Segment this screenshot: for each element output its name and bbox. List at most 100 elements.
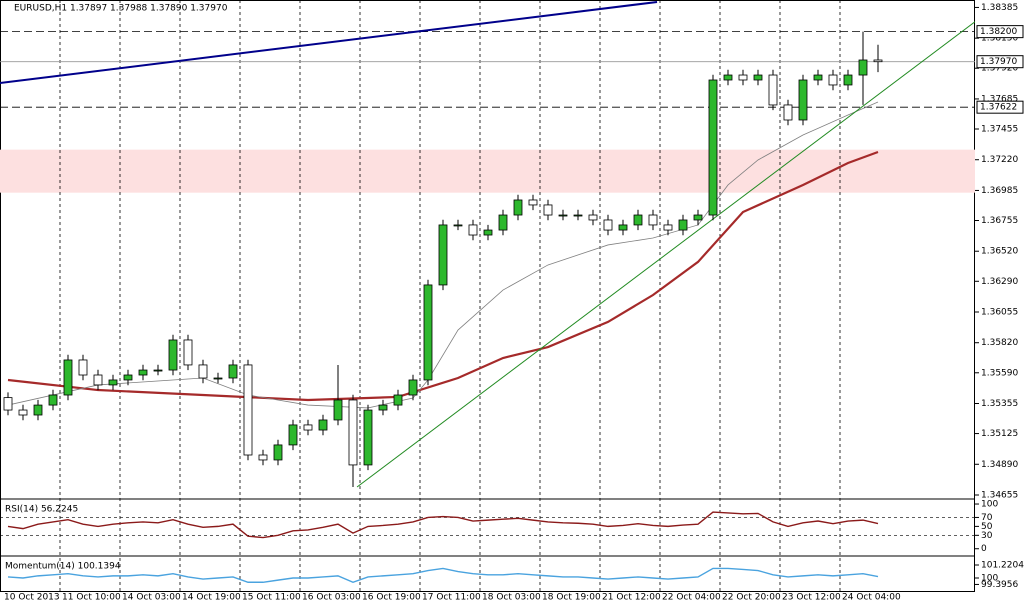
level-tag: [976, 55, 1024, 69]
candle-body: [813, 74, 823, 81]
frame: [0, 0, 975, 592]
y-tick-label: 1.36520: [981, 247, 1018, 257]
candle-body: [408, 379, 418, 396]
zone: [0, 149, 975, 193]
candle-body: [183, 339, 193, 366]
x-tick-label: 22 Oct 20:00: [722, 593, 781, 603]
y-tick-label: 1.37920: [981, 64, 1018, 74]
candle-body: [618, 224, 628, 231]
candle-body: [873, 59, 883, 63]
x-tick-label: 14 Oct 03:00: [122, 593, 181, 603]
candle-body: [18, 409, 28, 416]
candle-body: [393, 394, 403, 406]
y-tick-label: 1.35355: [981, 399, 1018, 409]
indicator-line: [7, 567, 879, 584]
indicator-line: [7, 511, 879, 539]
candle-body: [153, 369, 163, 372]
candle-body: [273, 444, 283, 461]
candle-body: [693, 214, 703, 221]
candle-body: [768, 74, 778, 106]
level-tag: [976, 25, 1024, 39]
candle-body: [348, 399, 358, 466]
candle-body: [468, 224, 478, 236]
candle-body: [303, 424, 313, 431]
y-tick-label: 0: [981, 544, 987, 554]
candle-body: [138, 369, 148, 376]
candle-body: [363, 409, 373, 466]
candle-body: [528, 199, 538, 206]
x-tick-label: 15 Oct 11:00: [242, 593, 301, 603]
y-tick-label: 99.3956: [981, 580, 1018, 590]
y-tick-label: 101.2204: [981, 560, 1024, 570]
x-tick-label: 18 Oct 03:00: [482, 593, 541, 603]
y-tick-label: 1.37455: [981, 125, 1018, 135]
candle-body: [288, 424, 298, 446]
candle-body: [318, 419, 328, 431]
candle-body: [648, 214, 658, 226]
candle-body: [828, 74, 838, 86]
x-tick-label: 11 Oct 10:00: [62, 593, 121, 603]
y-tick-label: 1.36985: [981, 186, 1018, 196]
y-tick-label: 100: [981, 573, 998, 583]
y-tick-label: 1.37220: [981, 155, 1018, 165]
level-tag: [976, 100, 1024, 114]
y-tick-label: 70: [981, 513, 993, 523]
x-tick-label: 23 Oct 12:00: [782, 593, 841, 603]
indicator-line: [356, 21, 975, 488]
y-tick-label: 1.36755: [981, 216, 1018, 226]
candle-body: [378, 404, 388, 411]
chart-title: EURUSD,H1 1.37897 1.37988 1.37890 1.3797…: [14, 4, 228, 14]
candle-body: [333, 399, 343, 421]
candle-body: [63, 359, 73, 396]
candle-body: [78, 359, 88, 376]
momentum-label: Momentum(14) 100.1394: [5, 562, 121, 572]
x-tick-label: 14 Oct 19:00: [182, 593, 241, 603]
candle-body: [438, 224, 448, 286]
y-tick-label: 1.38385: [981, 3, 1018, 13]
y-tick-label: 30: [981, 531, 993, 541]
candle-body: [258, 454, 268, 461]
rsi-label: RSI(14) 56.2245: [5, 505, 78, 515]
candle-body: [498, 214, 508, 231]
indicator-line: [0, 0, 658, 84]
candle-body: [663, 224, 673, 231]
x-tick-label: 16 Oct 19:00: [362, 593, 421, 603]
candle-body: [633, 214, 643, 226]
candle-body: [48, 394, 58, 406]
candle-body: [678, 219, 688, 231]
candle-body: [108, 379, 118, 386]
candle-body: [708, 79, 718, 216]
candle-body: [213, 377, 223, 380]
candle-body: [753, 74, 763, 81]
y-tick-label: 1.36055: [981, 308, 1018, 318]
y-tick-label: 50: [981, 522, 993, 532]
candle-body: [573, 214, 583, 217]
candle-body: [453, 224, 463, 227]
candle-body: [93, 374, 103, 386]
candle-body: [483, 229, 493, 236]
candle-body: [228, 364, 238, 379]
candle-body: [723, 74, 733, 81]
candle-body: [783, 104, 793, 121]
level-label: 1.37622: [980, 103, 1017, 113]
y-tick-label: 1.38150: [981, 34, 1018, 44]
candle-body: [168, 339, 178, 371]
x-tick-label: 21 Oct 12:00: [602, 593, 661, 603]
candle-body: [588, 214, 598, 221]
candle-body: [423, 284, 433, 381]
candle-body: [513, 199, 523, 216]
level-label: 1.37970: [980, 57, 1017, 67]
x-tick-label: 10 Oct 2013: [4, 593, 60, 603]
y-tick-label: 1.34655: [981, 490, 1018, 500]
candle-body: [738, 74, 748, 81]
y-tick-label: 1.35125: [981, 429, 1018, 439]
indicator-line: [7, 150, 879, 402]
x-tick-label: 24 Oct 04:00: [842, 593, 901, 603]
level-label: 1.38200: [980, 27, 1017, 37]
candle-body: [558, 214, 568, 217]
y-tick-label: 1.36290: [981, 277, 1018, 287]
y-tick-label: 1.35590: [981, 368, 1018, 378]
candle-body: [33, 404, 43, 416]
